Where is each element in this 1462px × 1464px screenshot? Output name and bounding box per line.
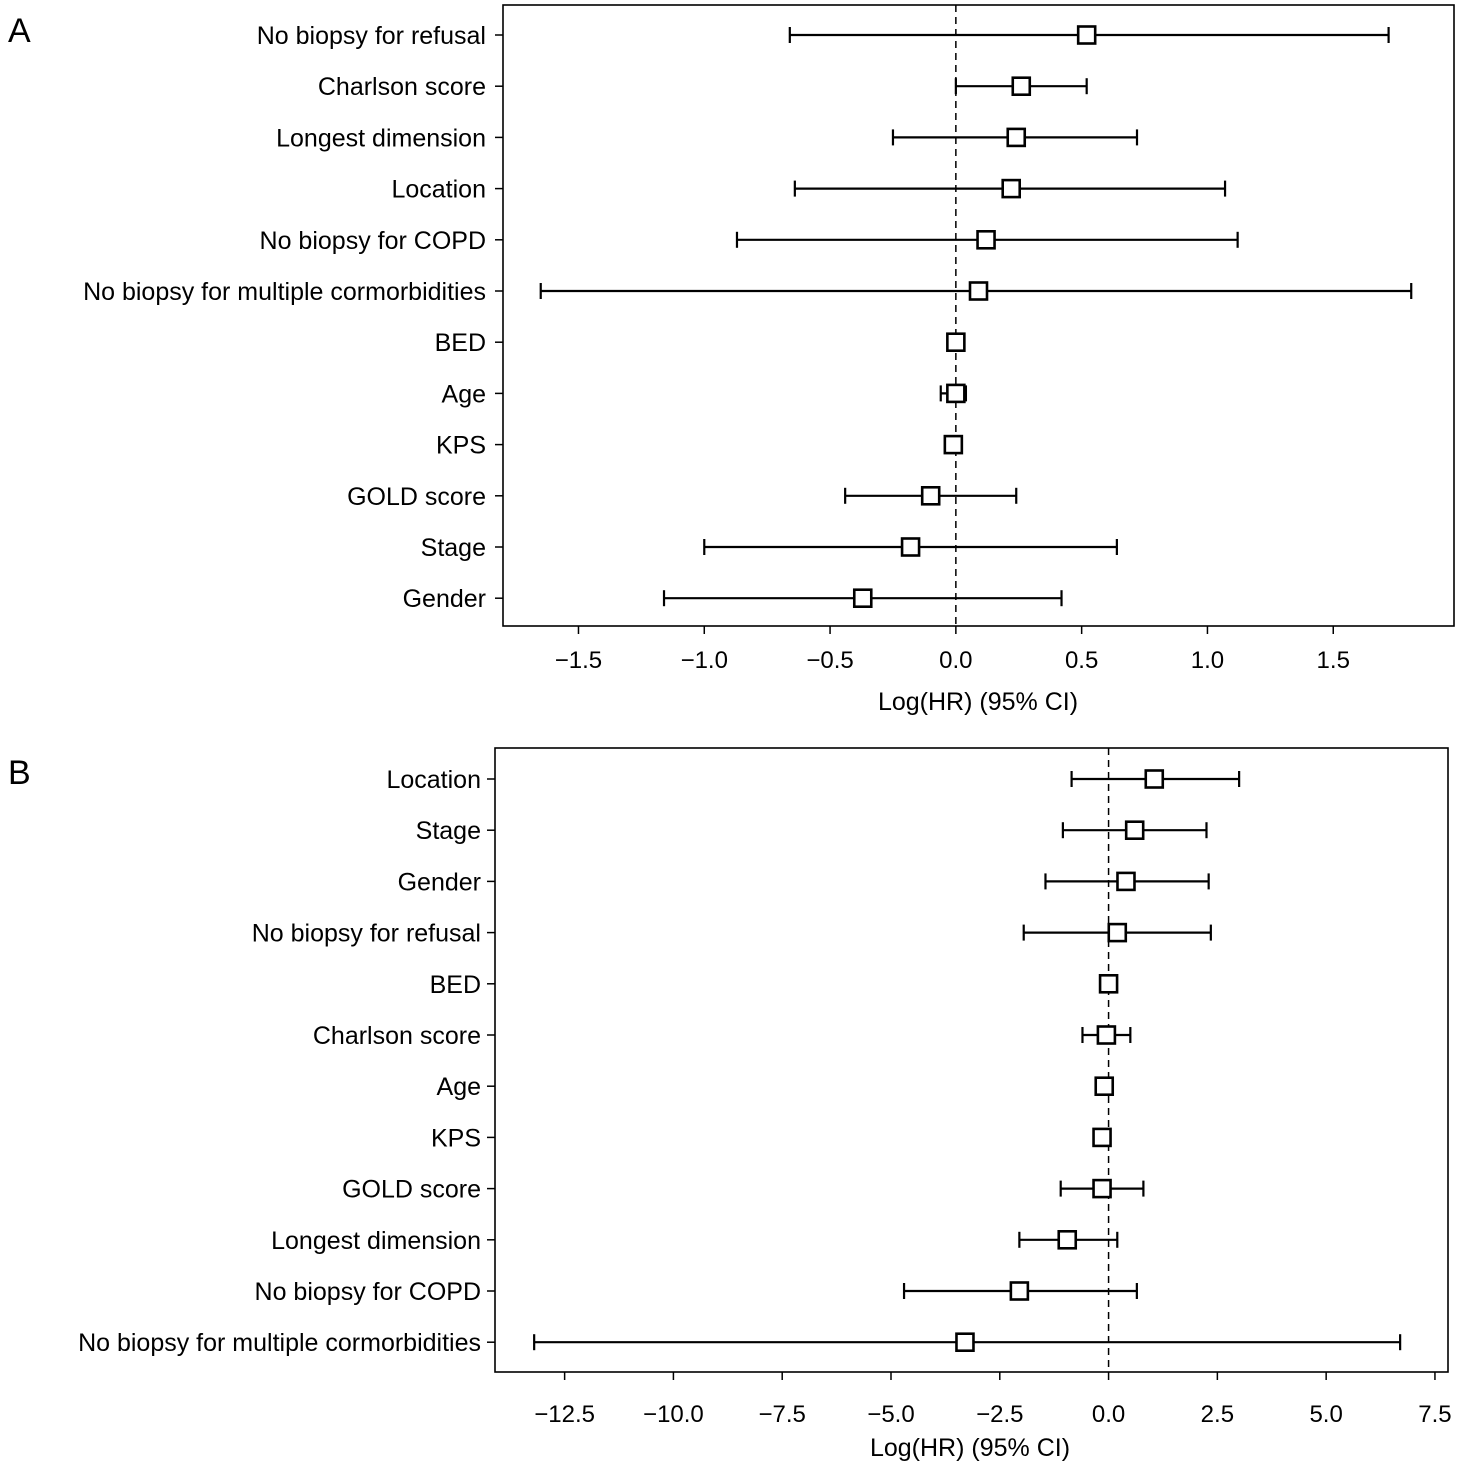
panel-b: B −12.5 −10.0 −7.5 −5.0 −2.5 0.0 2.5 5.0 7.5 Log(H… <box>8 747 1452 1462</box>
point-estimate-marker <box>1009 1281 1030 1301</box>
forest-row: BED <box>435 329 966 357</box>
row-label: BED <box>430 971 481 999</box>
forest-row: Charlson score <box>313 1022 1132 1050</box>
row-label: No biopsy for multiple cormorbidities <box>83 278 486 306</box>
row-label: Longest dimension <box>271 1227 481 1255</box>
x-tick-label: −1.5 <box>555 647 602 674</box>
row-label: GOLD score <box>347 483 486 511</box>
x-tick-label: 1.5 <box>1317 647 1350 674</box>
row-label: No biopsy for COPD <box>260 227 486 255</box>
x-tick-label: 0.0 <box>1092 1401 1125 1428</box>
x-tick-label: −10.0 <box>643 1401 704 1428</box>
point-estimate-marker <box>1092 1178 1112 1199</box>
row-label: Age <box>442 380 486 408</box>
x-tick-label: 0.5 <box>1065 647 1098 674</box>
point-estimate-marker <box>1124 820 1145 841</box>
panel-a: A −1.5 −1.0 −0.5 0.0 0.5 1.0 1.5 Log(HR) (95% CI… <box>8 4 1455 716</box>
point-estimate-marker <box>1107 922 1128 943</box>
forest-row: Age <box>437 1073 1115 1101</box>
row-label: Gender <box>403 585 486 613</box>
row-label: Longest dimension <box>276 124 486 152</box>
row-label: BED <box>435 329 486 357</box>
x-tick-label: −1.0 <box>681 647 728 674</box>
point-estimate-marker <box>1006 127 1027 148</box>
point-estimate-marker <box>1144 769 1165 789</box>
x-tick-label: 0.0 <box>939 647 972 674</box>
row-label: KPS <box>436 432 486 460</box>
row-label: Age <box>437 1073 481 1101</box>
point-estimate-marker <box>1094 1076 1115 1096</box>
forest-row: No biopsy for refusal <box>252 920 1212 948</box>
row-label: Location <box>386 766 481 794</box>
point-estimate-marker <box>1057 1230 1078 1250</box>
x-tick-label: −0.5 <box>806 647 853 674</box>
x-axis-title: Log(HR) (95% CI) <box>878 688 1078 716</box>
x-axis-title: Log(HR) (95% CI) <box>870 1434 1070 1462</box>
row-label: GOLD score <box>342 1176 481 1204</box>
x-tick-label: 2.5 <box>1201 1401 1234 1428</box>
forest-row: GOLD score <box>347 483 1018 511</box>
point-estimate-marker <box>946 383 966 404</box>
forest-row: Age <box>442 380 968 408</box>
forest-row: No biopsy for multiple cormorbidities <box>83 278 1413 306</box>
forest-row: KPS <box>436 432 964 460</box>
row-label: Stage <box>416 817 481 845</box>
row-label: No biopsy for refusal <box>257 22 486 50</box>
forest-row: Gender <box>403 585 1063 613</box>
row-label: Gender <box>398 868 481 896</box>
forest-row: No biopsy for refusal <box>257 22 1390 50</box>
forest-row: Longest dimension <box>271 1227 1119 1255</box>
point-estimate-marker <box>1011 76 1032 96</box>
point-estimate-marker <box>946 332 966 353</box>
x-tick-label: −7.5 <box>759 1401 806 1428</box>
forest-row: Gender <box>398 868 1210 896</box>
row-label: No biopsy for refusal <box>252 920 481 948</box>
forest-row: GOLD score <box>342 1176 1145 1204</box>
point-estimate-marker <box>1092 1127 1112 1148</box>
plot-frame <box>494 747 1449 1373</box>
point-estimate-marker <box>1076 25 1097 45</box>
row-label: KPS <box>431 1124 481 1152</box>
row-label: No biopsy for multiple cormorbidities <box>78 1329 481 1357</box>
forest-row: Stage <box>421 534 1118 562</box>
forest-row: No biopsy for COPD <box>255 1278 1138 1306</box>
point-estimate-marker <box>968 281 989 301</box>
panel-letter: B <box>8 754 31 792</box>
forest-row: Longest dimension <box>276 124 1139 152</box>
panel-letter: A <box>8 12 31 50</box>
point-estimate-marker <box>1116 871 1136 892</box>
point-estimate-marker <box>943 434 964 455</box>
x-tick-label: 7.5 <box>1418 1401 1451 1428</box>
point-estimate-marker <box>1001 178 1022 199</box>
row-label: Charlson score <box>313 1022 481 1050</box>
row-label: Location <box>391 176 486 204</box>
forest-row: KPS <box>431 1124 1112 1152</box>
x-tick-label: −12.5 <box>534 1401 595 1428</box>
forest-row: No biopsy for multiple cormorbidities <box>78 1329 1402 1357</box>
row-label: Charlson score <box>318 73 486 101</box>
x-tick-label: −5.0 <box>867 1401 914 1428</box>
x-tick-label: 5.0 <box>1309 1401 1342 1428</box>
forest-row: Stage <box>416 817 1208 845</box>
forest-row: Location <box>386 766 1241 794</box>
forest-row: Location <box>391 176 1227 204</box>
forest-row: BED <box>430 971 1119 999</box>
row-label: No biopsy for COPD <box>255 1278 481 1306</box>
x-tick-label: 1.0 <box>1191 647 1224 674</box>
plot-frame <box>502 4 1455 627</box>
forest-row: Charlson score <box>318 73 1088 101</box>
forest-row: No biopsy for COPD <box>260 227 1239 255</box>
point-estimate-marker <box>900 537 921 557</box>
point-estimate-marker <box>920 485 941 506</box>
point-estimate-marker <box>852 588 873 609</box>
point-estimate-marker <box>1096 1025 1117 1045</box>
point-estimate-marker <box>955 1332 975 1352</box>
point-estimate-marker <box>1098 973 1119 994</box>
x-tick-label: −2.5 <box>976 1401 1023 1428</box>
row-label: Stage <box>421 534 486 562</box>
point-estimate-marker <box>976 230 996 250</box>
